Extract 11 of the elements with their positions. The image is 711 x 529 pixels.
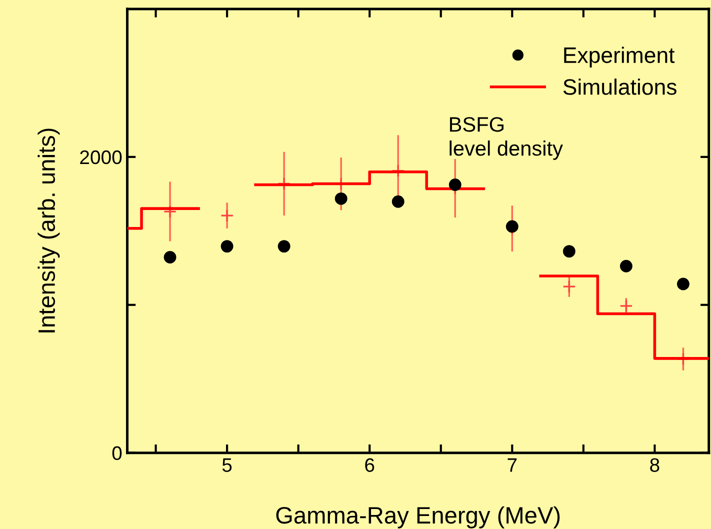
x-tick-label: 6 — [365, 458, 374, 472]
y-axis-title: Intensity (arb. units) — [38, 128, 60, 332]
x-tick-label: 8 — [650, 458, 660, 472]
legend-label: Simulations — [563, 78, 676, 95]
y-tick-label: 0 — [112, 446, 122, 460]
x-tick-label: 5 — [222, 458, 232, 472]
legend-label: Experiment — [564, 46, 675, 68]
y-tick-label: 2000 — [80, 150, 122, 164]
x-tick-label: 7 — [508, 458, 517, 472]
x-axis-title: Gamma-Ray Energy (MeV) — [276, 506, 560, 528]
annotation: BSFG level density — [450, 117, 563, 160]
